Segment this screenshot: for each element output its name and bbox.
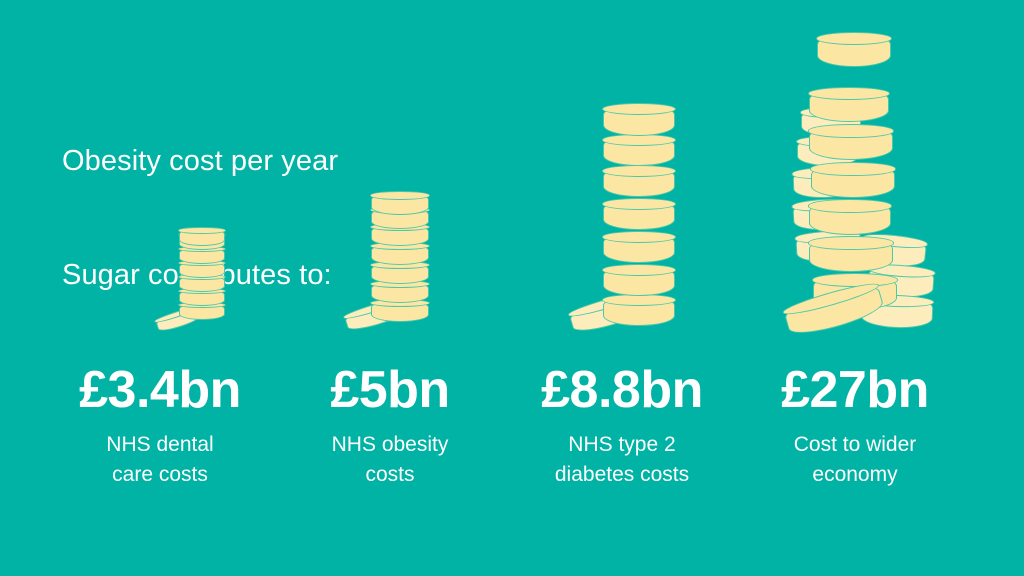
coin-pile-4 <box>735 0 975 345</box>
coin <box>808 124 894 160</box>
coin <box>808 236 894 272</box>
coin-stack-1 <box>40 0 280 345</box>
coin <box>602 198 676 230</box>
coin <box>808 87 890 122</box>
stat-value: £27bn <box>781 361 929 419</box>
stat-caption: NHS type 2 diabetes costs <box>554 433 690 486</box>
stat-value: £8.8bn <box>541 361 703 419</box>
coin <box>370 299 430 322</box>
stat-caption: NHS obesity costs <box>331 433 449 486</box>
coin-stack-2 <box>270 0 510 345</box>
coin <box>602 264 676 296</box>
stat-column-nhs-obesity: £5bn NHS obesity costs <box>270 0 510 576</box>
coin <box>602 134 676 166</box>
coin <box>808 199 892 235</box>
stat-column-nhs-dental: £3.4bn NHS dental care costs <box>40 0 280 576</box>
title-line-1: Obesity cost per year <box>62 145 339 177</box>
stat-caption: Cost to wider economy <box>793 433 917 486</box>
stat-column-nhs-diabetes: £8.8bn NHS type 2 diabetes costs <box>502 0 742 576</box>
coin <box>602 165 676 197</box>
coin <box>178 227 226 246</box>
coin <box>602 103 676 136</box>
coin-top-floating <box>816 32 892 67</box>
coin <box>602 294 676 326</box>
stat-caption: NHS dental care costs <box>106 433 214 486</box>
coin <box>370 261 430 284</box>
stat-value: £5bn <box>330 361 450 419</box>
coin <box>370 280 430 303</box>
coin-stack-3 <box>502 0 742 345</box>
stat-column-wider-economy: £27bn Cost to wider economy <box>735 0 975 576</box>
coin <box>602 231 676 263</box>
coin <box>810 162 896 198</box>
coin <box>370 242 430 265</box>
stat-value: £3.4bn <box>79 361 241 419</box>
coin <box>370 191 430 215</box>
